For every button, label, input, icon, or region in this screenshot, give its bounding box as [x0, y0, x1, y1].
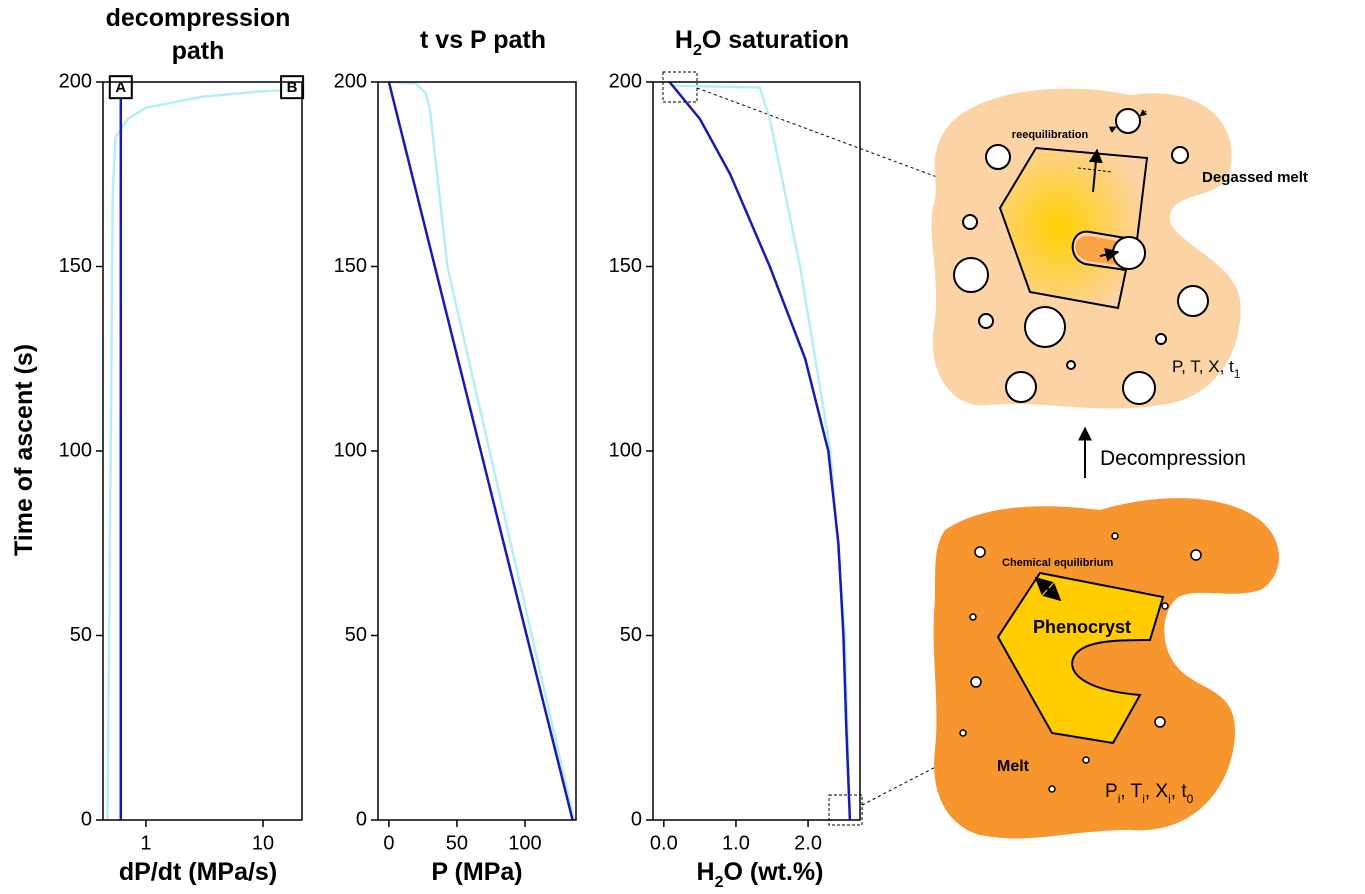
label-subscript: 2	[715, 874, 724, 891]
y-tick-label: 200	[334, 70, 367, 92]
data-line	[670, 82, 850, 820]
cond-subscript: 0	[1187, 792, 1194, 806]
data-line	[389, 82, 573, 820]
title-part: H	[675, 26, 693, 54]
y-tick-label: 0	[631, 808, 642, 830]
x-tick-label: 1.0	[722, 832, 750, 854]
y-tick-label: 150	[59, 255, 92, 277]
melt-diagram: Chemical equilibrium Phenocryst Melt Pi,…	[934, 498, 1279, 838]
cond-part: P	[1105, 781, 1118, 802]
cond-part: , T	[1120, 781, 1142, 802]
y-tick-label: 150	[609, 255, 642, 277]
plot-frame	[103, 82, 302, 820]
title-part: O saturation	[702, 26, 849, 54]
crystal-label: Phenocryst	[1033, 617, 1131, 637]
page: {"chart_data": [ {"type": "line", "title…	[0, 0, 1365, 894]
melt-label: Degassed melt	[1202, 169, 1308, 186]
cond-subscript: 1	[1234, 367, 1241, 381]
x-tick-label: 1	[140, 832, 151, 854]
degassed-melt-diagram: reequilibration Degassed melt P, T, X, t…	[931, 89, 1307, 409]
y-tick-label: 100	[59, 439, 92, 461]
zoom-line	[697, 88, 945, 180]
process-label: reequilibration	[1012, 129, 1089, 141]
chart-title: decompression path	[106, 4, 291, 65]
figure: decompressionpath t vs P path H2O satura…	[0, 0, 1365, 894]
process-arrow-label: Decompression	[1100, 447, 1246, 470]
chart-title: t vs P path	[420, 26, 546, 54]
x-tick-label: 100	[508, 832, 541, 854]
cond-part: P, T, X, t	[1172, 357, 1234, 376]
melt-label: Melt	[997, 758, 1030, 775]
label-part: O (wt.%)	[723, 858, 823, 886]
chart-title: H2O saturation	[675, 26, 849, 59]
title-line: path	[172, 37, 225, 65]
x-tick-label: 0.0	[650, 832, 678, 854]
y-tick-label: 0	[81, 808, 92, 830]
label-part: H	[697, 858, 715, 886]
title-subscript: 2	[693, 42, 702, 59]
y-tick-label: 100	[334, 439, 367, 461]
cond-part: , t	[1171, 781, 1188, 802]
cond-part: , X	[1145, 781, 1169, 802]
x-axis-label: H2O (wt.%)	[697, 858, 824, 891]
x-tick-label: 10	[252, 832, 274, 854]
y-tick-label: 50	[70, 624, 92, 646]
x-tick-label: 50	[446, 832, 468, 854]
data-line	[108, 89, 299, 820]
process-label: Chemical equilibrium	[1002, 557, 1113, 569]
y-tick-label: 50	[620, 624, 642, 646]
y-tick-label: 150	[334, 255, 367, 277]
y-tick-label: 0	[356, 808, 367, 830]
y-axis-label: Time of ascent (s)	[10, 344, 38, 556]
y-tick-label: 200	[609, 70, 642, 92]
y-tick-label: 200	[59, 70, 92, 92]
x-axis-label: P (MPa)	[431, 858, 522, 886]
data-line	[671, 86, 850, 820]
title-line: decompression	[106, 4, 291, 32]
x-axis-label: dP/dt (MPa/s)	[119, 858, 277, 886]
y-tick-label: 50	[345, 624, 367, 646]
x-tick-label: 0	[383, 832, 394, 854]
x-tick-label: 2.0	[794, 832, 822, 854]
y-tick-label: 100	[609, 439, 642, 461]
